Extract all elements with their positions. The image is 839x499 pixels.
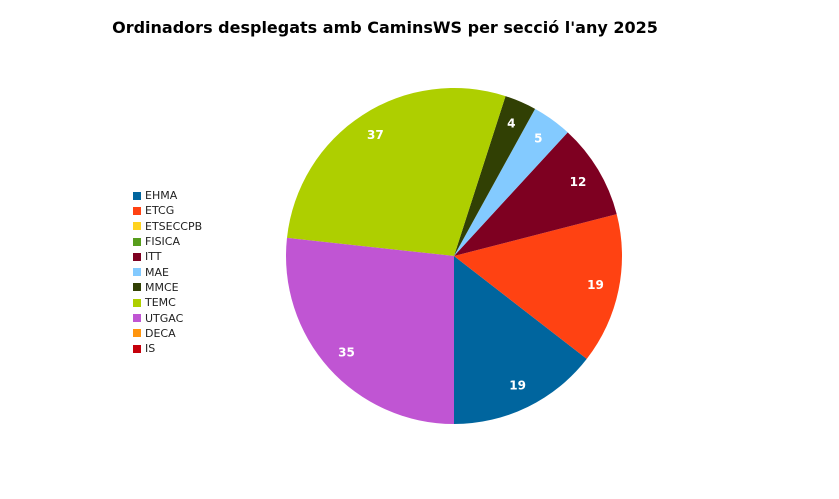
legend-swatch [133, 344, 141, 353]
legend-label: DECA [145, 326, 176, 340]
legend-item-etseccpb: ETSECCPB [133, 219, 202, 234]
legend-item-itt: ITT [133, 249, 202, 264]
legend-label: ITT [145, 250, 162, 264]
legend-label: UTGAC [145, 311, 184, 325]
legend-item-temc: TEMC [133, 295, 202, 310]
legend-swatch [133, 252, 141, 261]
pie-slice-mmce [454, 96, 536, 256]
legend-item-utgac: UTGAC [133, 310, 202, 325]
legend-item-is: IS [133, 341, 202, 356]
legend-item-mae: MAE [133, 264, 202, 279]
data-label-mmce: 4 [507, 116, 515, 130]
legend-swatch [133, 222, 141, 231]
legend-item-mmce: MMCE [133, 280, 202, 295]
pie-slice-etcg [454, 214, 622, 359]
legend-swatch [133, 314, 141, 323]
legend-label: IS [145, 342, 156, 356]
data-label-mae: 5 [534, 132, 542, 146]
pie-slice-ehma [454, 256, 587, 424]
data-label-etcg: 19 [587, 278, 604, 292]
legend-label: ETSECCPB [145, 219, 203, 233]
legend: EHMA ETCG ETSECCPB FISICA ITT MAE MMCE TEMC UTGA… [133, 188, 202, 356]
legend-item-ehma: EHMA [133, 188, 202, 203]
legend-label: TEMC [145, 296, 176, 310]
data-label-utgac: 35 [338, 346, 355, 360]
legend-item-fisica: FISICA [133, 234, 202, 249]
legend-label: MMCE [145, 280, 179, 294]
data-label-temc: 37 [367, 128, 384, 142]
legend-swatch [133, 298, 141, 307]
pie-slice-utgac [285, 237, 454, 425]
legend-swatch [133, 268, 141, 277]
pie-slice-itt [454, 132, 617, 256]
pie-slice-temc [286, 88, 506, 256]
legend-item-etcg: ETCG [133, 203, 202, 218]
legend-swatch [133, 206, 141, 215]
legend-swatch [133, 283, 141, 292]
legend-label: MAE [145, 265, 169, 279]
legend-swatch [133, 237, 141, 246]
legend-label: ETCG [145, 204, 175, 218]
legend-label: FISICA [145, 235, 181, 249]
legend-swatch [133, 329, 141, 338]
chart-title: Ordinadors desplegats amb CaminsWS per s… [112, 18, 658, 37]
legend-item-deca: DECA [133, 326, 202, 341]
pie-slice-mae [454, 108, 568, 256]
data-label-ehma: 19 [509, 379, 526, 393]
data-label-itt: 12 [570, 175, 587, 189]
legend-label: EHMA [145, 189, 178, 203]
legend-swatch [133, 191, 141, 200]
